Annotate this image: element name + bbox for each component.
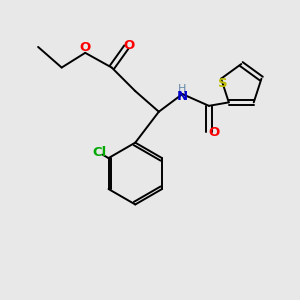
Text: O: O [80,41,91,54]
Text: S: S [218,77,227,91]
Text: Cl: Cl [92,146,107,159]
Text: O: O [124,39,135,52]
Text: O: O [208,126,220,139]
Text: N: N [177,90,188,103]
Text: H: H [178,84,187,94]
